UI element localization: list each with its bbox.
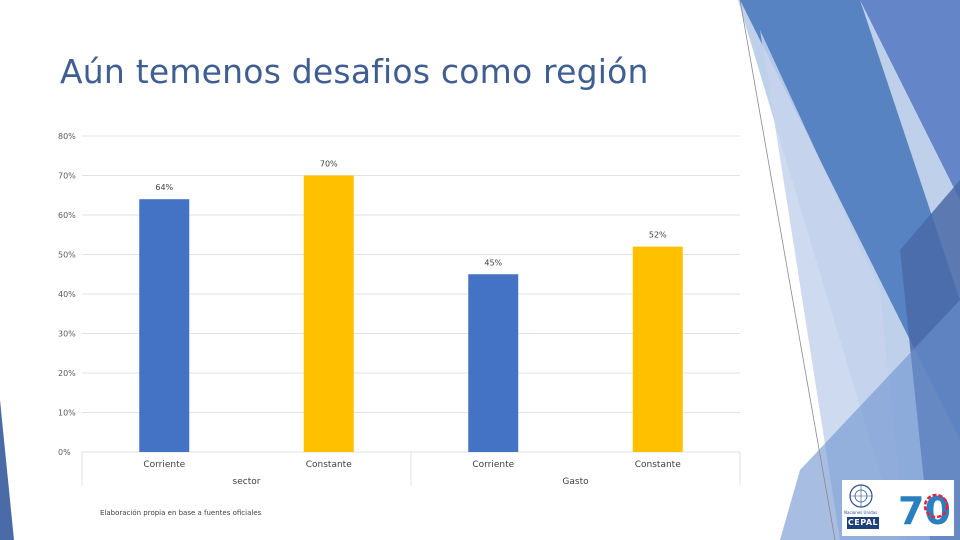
x-axis-categories: Corriente Constante Corriente Constante sect…	[143, 460, 681, 487]
y-tick-label: 0%	[58, 448, 71, 457]
data-label: 52%	[649, 231, 667, 240]
y-tick-label: 70%	[58, 172, 76, 181]
chart-gridlines	[81, 135, 741, 486]
seventy-text: 70	[898, 489, 951, 532]
cepal-logo: CEPAL	[847, 517, 879, 529]
bar-sector-constante	[303, 175, 354, 452]
data-label: 45%	[484, 258, 502, 267]
group-label: Gasto	[562, 477, 589, 487]
y-tick-label: 30%	[58, 330, 76, 339]
y-tick-label: 20%	[58, 369, 76, 378]
category-label: Constante	[635, 460, 681, 470]
bar-gasto-corriente	[468, 274, 519, 452]
category-label: Corriente	[472, 460, 514, 470]
source-note: Elaboración propia en base a fuentes ofi…	[100, 509, 262, 517]
logo-block: Naciones Unidas CEPAL 70	[842, 480, 954, 536]
data-label: 64%	[155, 183, 173, 192]
y-tick-label: 50%	[58, 251, 76, 260]
y-tick-label: 40%	[58, 290, 76, 299]
seventy-anniversary-logo: 70	[898, 489, 951, 532]
deco-shape-c	[860, 0, 960, 200]
left-edge-triangle	[0, 400, 14, 540]
bar-sector-corriente	[139, 199, 190, 452]
un-emblem-icon	[849, 484, 873, 508]
y-tick-label: 80%	[58, 132, 76, 141]
group-label: sector	[233, 477, 261, 487]
bar-gasto-constante	[632, 246, 683, 452]
category-label: Corriente	[143, 460, 185, 470]
y-axis-ticks: 0% 10% 20% 30% 40% 50% 60% 70% 80%	[58, 132, 76, 457]
chart-bars	[139, 175, 683, 452]
slide-title: Aún temenos desafios como región	[60, 52, 649, 91]
y-tick-label: 60%	[58, 211, 76, 220]
sdg-ring-icon	[923, 493, 949, 519]
un-caption: Naciones Unidas	[844, 510, 878, 515]
deco-line	[739, 0, 836, 540]
data-label: 70%	[320, 160, 338, 169]
category-label: Constante	[306, 460, 352, 470]
y-tick-label: 10%	[58, 409, 76, 418]
data-labels: 64% 70% 45% 52%	[155, 160, 667, 268]
